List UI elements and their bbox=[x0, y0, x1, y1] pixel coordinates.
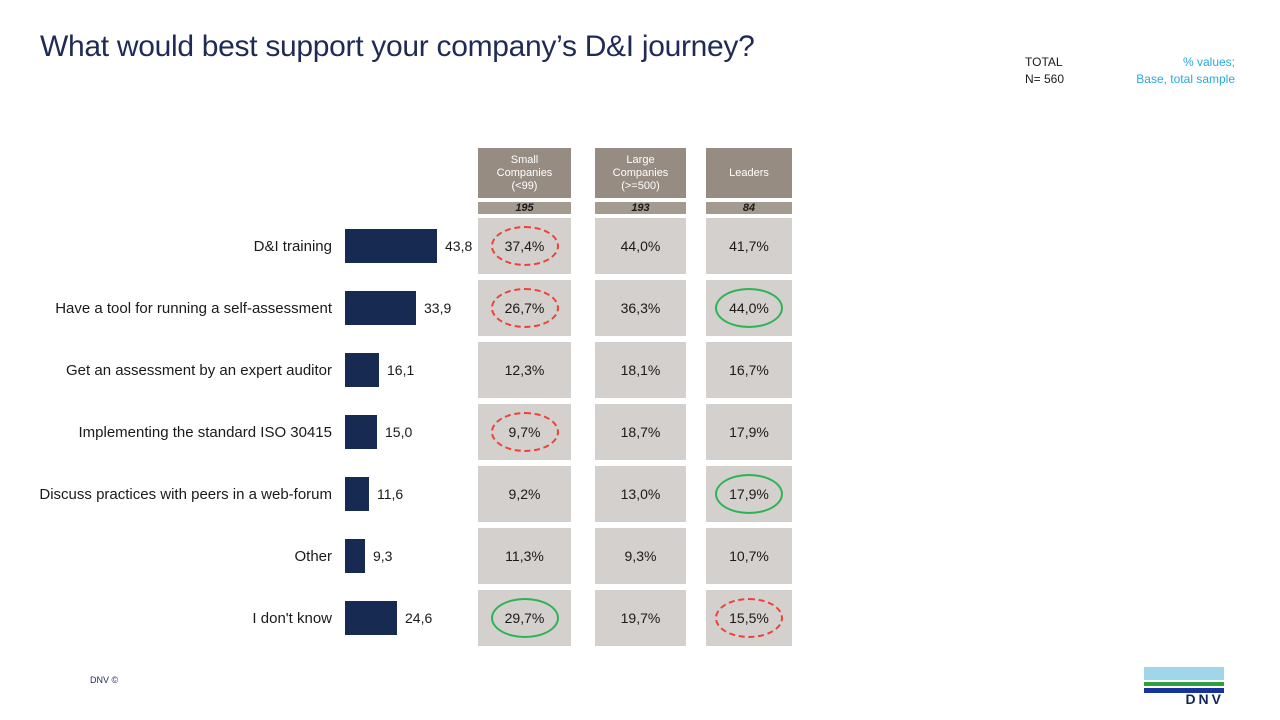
table-cell: 26,7% bbox=[478, 280, 571, 336]
cell-value: 11,3% bbox=[505, 548, 544, 564]
row-label: Implementing the standard ISO 30415 bbox=[78, 423, 333, 441]
table-cell: 9,3% bbox=[595, 528, 686, 584]
total-bar bbox=[345, 601, 397, 635]
cell-value: 41,7% bbox=[729, 238, 769, 254]
highlight-ellipse bbox=[490, 226, 559, 266]
total-bar-value: 9,3 bbox=[373, 548, 393, 564]
table-cell: 17,9% bbox=[706, 466, 792, 522]
cell-value: 10,7% bbox=[729, 548, 769, 564]
table-cell: 9,2% bbox=[478, 466, 571, 522]
total-bar-value: 15,0 bbox=[385, 424, 413, 440]
cell-value: 17,9% bbox=[729, 486, 769, 502]
base-note: % values; Base, total sample bbox=[1136, 55, 1235, 86]
total-n: N= 560 bbox=[1025, 72, 1065, 86]
total-bar-value: 11,6 bbox=[377, 486, 404, 502]
total-bar bbox=[345, 229, 437, 263]
total-bar bbox=[345, 539, 365, 573]
highlight-ellipse bbox=[715, 474, 783, 514]
table-cell: 18,7% bbox=[595, 404, 686, 460]
cell-value: 18,7% bbox=[620, 424, 661, 440]
row-label: I don't know bbox=[252, 609, 332, 627]
table-cell: 29,7% bbox=[478, 590, 571, 646]
highlight-ellipse bbox=[490, 412, 559, 452]
cell-value: 36,3% bbox=[620, 300, 661, 316]
copyright-text: DNV © bbox=[90, 675, 119, 685]
table-cell: 15,5% bbox=[706, 590, 792, 646]
highlight-ellipse bbox=[490, 598, 559, 638]
row-label: Discuss practices with peers in a web-fo… bbox=[39, 485, 332, 503]
highlight-ellipse bbox=[490, 288, 559, 328]
total-bar-value: 33,9 bbox=[424, 300, 452, 316]
logo-lightblue-bar-icon bbox=[1144, 667, 1224, 680]
total-bar bbox=[345, 353, 379, 387]
cell-value: 12,3% bbox=[504, 362, 545, 378]
cell-value: 9,7% bbox=[508, 424, 541, 440]
table-cell: 37,4% bbox=[478, 218, 571, 274]
column-header-large-companies: Large Companies (>=500) bbox=[595, 148, 686, 198]
row-label: Get an assessment by an expert auditor bbox=[66, 361, 332, 379]
table-cell: 44,0% bbox=[706, 280, 792, 336]
table-cell: 18,1% bbox=[595, 342, 686, 398]
row-label: Have a tool for running a self-assessmen… bbox=[55, 299, 332, 317]
total-label: TOTAL bbox=[1025, 55, 1063, 69]
column-header-leaders: Leaders bbox=[706, 148, 792, 198]
column-n-large-companies: 193 bbox=[595, 202, 686, 214]
cell-value: 18,1% bbox=[620, 362, 661, 378]
cell-value: 9,2% bbox=[508, 486, 541, 502]
column-n-leaders: 84 bbox=[706, 202, 792, 214]
table-cell: 13,0% bbox=[595, 466, 686, 522]
cell-value: 29,7% bbox=[504, 610, 545, 626]
table-cell: 10,7% bbox=[706, 528, 792, 584]
row-label: Other bbox=[294, 547, 332, 565]
cell-value: 44,0% bbox=[620, 238, 661, 254]
cell-value: 37,4% bbox=[504, 238, 545, 254]
cell-value: 15,5% bbox=[729, 610, 769, 626]
table-cell: 9,7% bbox=[478, 404, 571, 460]
column-header-small-companies: Small Companies (<99) bbox=[478, 148, 571, 198]
total-bar bbox=[345, 291, 416, 325]
table-cell: 19,7% bbox=[595, 590, 686, 646]
table-cell: 12,3% bbox=[478, 342, 571, 398]
logo-text: DNV bbox=[1185, 691, 1224, 707]
table-cell: 36,3% bbox=[595, 280, 686, 336]
dnv-logo: DNV bbox=[1144, 667, 1224, 707]
total-sample-block: TOTAL N= 560 bbox=[1025, 54, 1064, 88]
cell-value: 16,7% bbox=[729, 362, 769, 378]
cell-value: 19,7% bbox=[620, 610, 661, 626]
cell-value: 17,9% bbox=[729, 424, 769, 440]
cell-value: 13,0% bbox=[620, 486, 661, 502]
total-bar-value: 43,8 bbox=[445, 238, 473, 254]
table-cell: 17,9% bbox=[706, 404, 792, 460]
highlight-ellipse bbox=[715, 288, 783, 328]
logo-darkblue-bar-icon bbox=[1144, 688, 1224, 693]
table-cell: 11,3% bbox=[478, 528, 571, 584]
total-bar-value: 24,6 bbox=[405, 610, 433, 626]
cell-value: 44,0% bbox=[729, 300, 769, 316]
cell-value: 26,7% bbox=[504, 300, 545, 316]
row-label: D&I training bbox=[253, 237, 332, 255]
column-n-small-companies: 195 bbox=[478, 202, 571, 214]
total-bar bbox=[345, 415, 377, 449]
highlight-ellipse bbox=[715, 598, 783, 638]
cell-value: 9,3% bbox=[624, 548, 657, 564]
table-cell: 44,0% bbox=[595, 218, 686, 274]
table-cell: 16,7% bbox=[706, 342, 792, 398]
total-bar bbox=[345, 477, 369, 511]
table-cell: 41,7% bbox=[706, 218, 792, 274]
total-bar-value: 16,1 bbox=[387, 362, 415, 378]
logo-green-bar-icon bbox=[1144, 682, 1224, 686]
page-title: What would best support your company’s D… bbox=[40, 30, 755, 63]
